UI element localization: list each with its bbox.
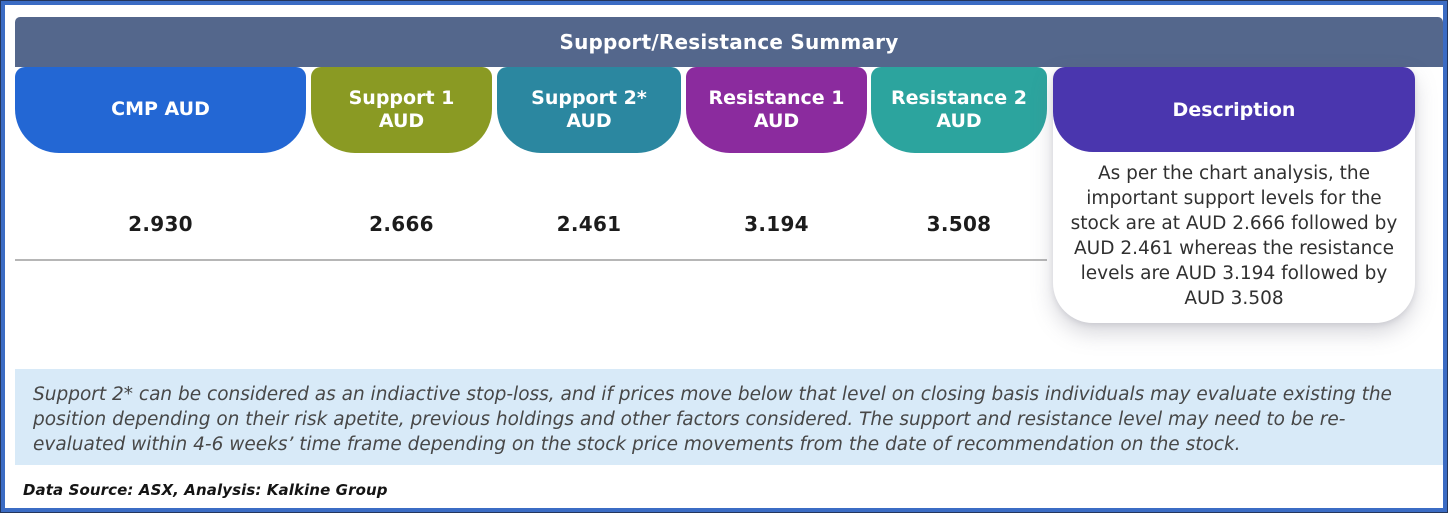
column-header-cmp: CMP AUD	[15, 67, 306, 153]
footnote-box: Support 2* can be considered as an india…	[15, 369, 1443, 465]
column-header-support1: Support 1 AUD	[311, 67, 492, 153]
column-header-resistance1: Resistance 1 AUD	[686, 67, 867, 153]
summary-title: Support/Resistance Summary	[559, 30, 899, 54]
value-resistance2: 3.508	[926, 212, 992, 236]
column-header-description: Description	[1053, 67, 1415, 152]
value-cmp: 2.930	[128, 212, 193, 236]
footnote-text: Support 2* can be considered as an india…	[33, 384, 1392, 455]
value-resistance1: 3.194	[744, 212, 809, 236]
data-source-line: Data Source: ASX, Analysis: Kalkine Grou…	[23, 481, 388, 499]
value-support2: 2.461	[556, 212, 622, 236]
description-text: As per the chart analysis, the important…	[1070, 163, 1398, 309]
column-header-support2: Support 2* AUD	[497, 67, 681, 153]
value-support1: 2.666	[369, 212, 434, 236]
description-card: Description As per the chart analysis, t…	[1053, 67, 1415, 323]
column-header-resistance2: Resistance 2 AUD	[871, 67, 1047, 153]
summary-title-bar: Support/Resistance Summary	[15, 17, 1443, 67]
values-row-divider	[15, 259, 1047, 261]
